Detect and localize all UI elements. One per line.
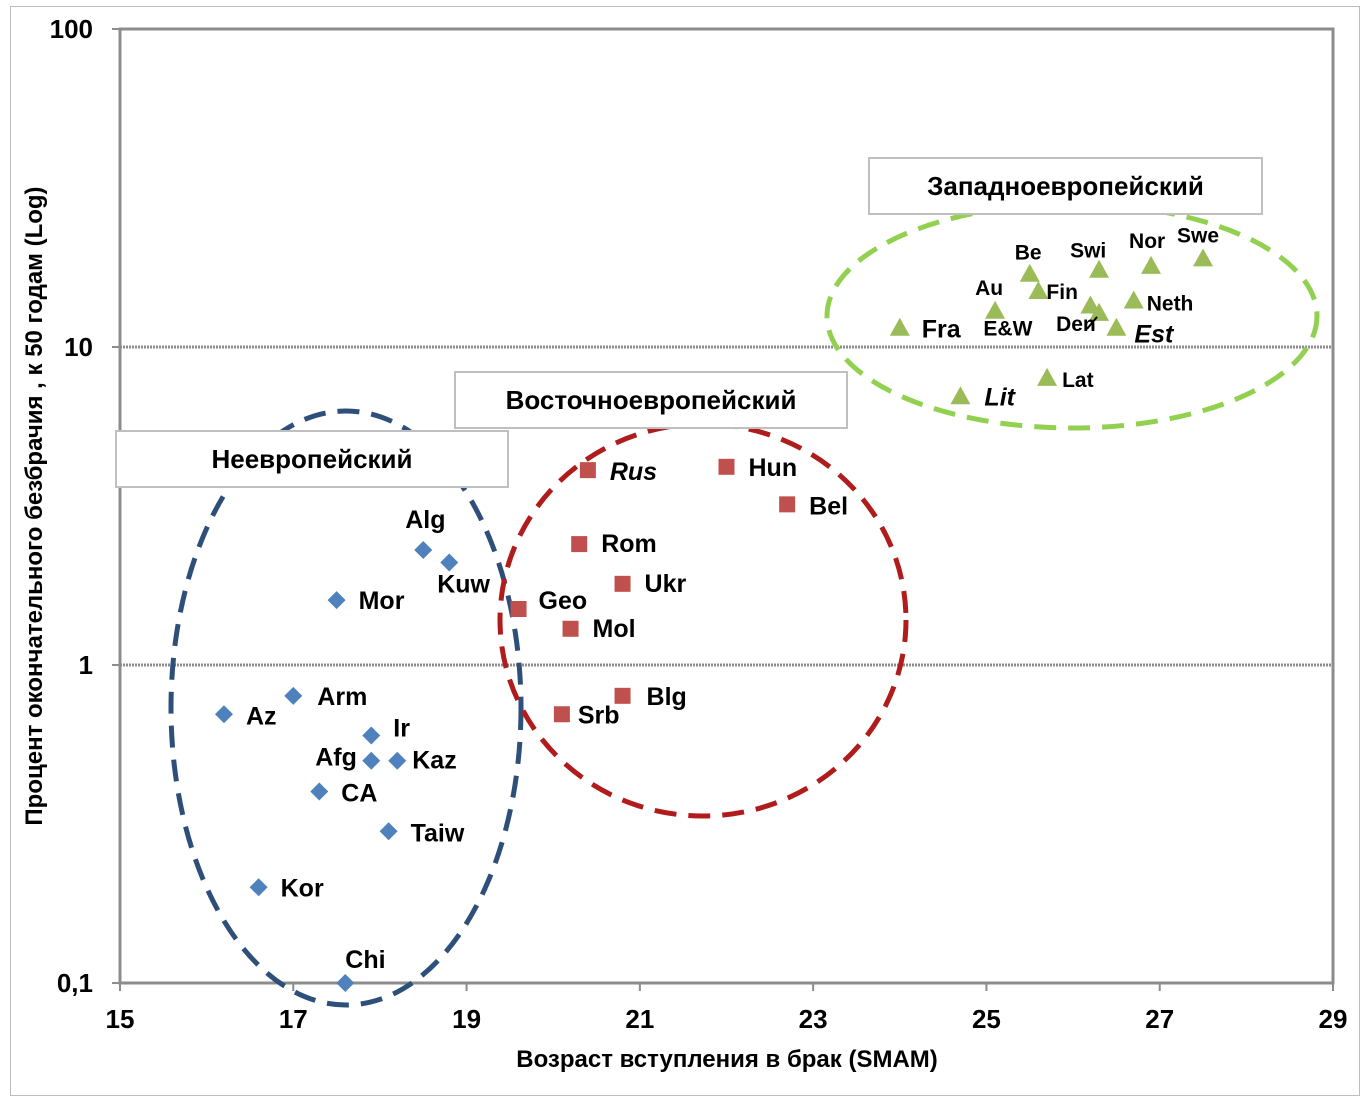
point-alg	[414, 540, 433, 559]
point-kaz	[388, 751, 407, 770]
point-kor	[249, 878, 268, 897]
label-afg: Afg	[315, 744, 357, 772]
point-lat	[1037, 367, 1058, 386]
label-swi: Swi	[1070, 240, 1106, 263]
point-rom	[571, 536, 588, 553]
label-mor: Mor	[359, 587, 405, 615]
group-title: Восточноевропейский	[506, 385, 797, 415]
label-rus: Rus	[610, 458, 657, 486]
point-arm	[284, 686, 303, 705]
axis-ticks: 15 17 19 21 23 25 27 29 0,1 1 10 100	[50, 14, 1348, 1034]
point-ukr	[614, 575, 631, 592]
gridlines	[120, 345, 1333, 667]
x-tick-label: 23	[799, 1004, 828, 1034]
label-rom: Rom	[601, 530, 657, 558]
point-bel	[779, 496, 796, 513]
label-mol: Mol	[593, 615, 636, 643]
group-title-boxes: Неевропейский Восточноевропейский Западное…	[115, 157, 1263, 488]
point-au	[985, 300, 1006, 319]
point-lit	[950, 386, 971, 405]
label-au: Au	[975, 277, 1003, 300]
point-kuw	[440, 553, 459, 572]
label-kor: Kor	[281, 874, 324, 902]
label-fra: Fra	[922, 316, 962, 344]
label-bel: Bel	[809, 492, 848, 520]
label-est: Est	[1134, 321, 1175, 349]
x-tick-label: 19	[452, 1004, 481, 1034]
group-title-box	[454, 371, 848, 429]
point-mol	[562, 620, 579, 637]
label-ew: E&W	[983, 318, 1032, 341]
label-hun: Hun	[749, 454, 798, 482]
point-taiw	[379, 822, 398, 841]
point-fra	[889, 317, 910, 336]
y-tick-label: 1	[79, 650, 93, 680]
label-be: Be	[1015, 242, 1042, 265]
label-fin: Fin	[1046, 281, 1078, 304]
label-neth: Neth	[1147, 293, 1194, 316]
label-den: Den	[1056, 313, 1096, 336]
label-nor: Nor	[1129, 230, 1165, 253]
label-ca: CA	[341, 780, 377, 808]
label-lat: Lat	[1062, 369, 1094, 392]
point-den	[1089, 302, 1110, 321]
chart-frame	[10, 6, 1360, 1096]
point-nor	[1141, 255, 1162, 274]
point-mor	[327, 591, 346, 610]
point-est	[1106, 317, 1127, 336]
group-title: Неевропейский	[211, 444, 412, 474]
label-swe: Swe	[1177, 224, 1219, 247]
label-ukr: Ukr	[645, 570, 687, 598]
point-ir	[362, 726, 381, 745]
y-axis-title: Процент окончательного безбрачия , к 50 …	[21, 186, 48, 825]
point-swi	[1089, 259, 1110, 278]
group-ellipse	[497, 421, 909, 819]
x-tick-label: 15	[106, 1004, 135, 1034]
label-srb: Srb	[578, 701, 620, 729]
point-fin	[1028, 281, 1049, 300]
label-az: Az	[246, 702, 277, 730]
point-swe	[1193, 248, 1214, 267]
x-tick-label: 29	[1319, 1004, 1348, 1034]
group-title: Западноевропейский	[927, 171, 1204, 201]
point-blg	[614, 687, 631, 704]
plot-area	[118, 27, 1335, 985]
x-tick-label: 21	[625, 1004, 654, 1034]
point-hun	[718, 458, 735, 475]
label-ir: Ir	[393, 715, 410, 743]
group-ellipse	[168, 408, 524, 1008]
point-geo	[510, 601, 527, 618]
y-tick-label: 0,1	[57, 968, 93, 998]
point-afg	[362, 751, 381, 770]
label-taiw: Taiw	[411, 819, 465, 847]
data-points	[214, 248, 1214, 992]
group-title-box	[868, 157, 1263, 215]
point-az	[214, 705, 233, 724]
label-arm: Arm	[317, 683, 367, 711]
label-kuw: Kuw	[437, 571, 490, 599]
point-neth	[1123, 290, 1144, 309]
label-chi: Chi	[345, 946, 385, 974]
x-tick-label: 25	[972, 1004, 1001, 1034]
label-lit: Lit	[984, 383, 1016, 411]
y-tick-label: 10	[64, 332, 93, 362]
point-srb	[553, 706, 570, 723]
group-title-box	[115, 430, 509, 488]
x-tick-label: 27	[1145, 1004, 1174, 1034]
point-ew	[1080, 295, 1101, 314]
label-geo: Geo	[539, 587, 588, 615]
label-kaz: Kaz	[412, 747, 456, 775]
label-blg: Blg	[647, 683, 687, 711]
point-rus	[579, 462, 596, 479]
x-axis-title: Возраст вступления в брак (SMAM)	[516, 1046, 938, 1073]
x-tick-label: 17	[279, 1004, 308, 1034]
point-labels: Alg Kuw Mor Az Arm Ir Afg Kaz CA Taiw Kor Chi Rus Hun…	[246, 224, 1219, 974]
point-chi	[336, 974, 355, 992]
point-be	[1019, 263, 1040, 282]
point-ca	[310, 782, 329, 801]
den-pointer	[1086, 316, 1098, 330]
label-alg: Alg	[405, 506, 445, 534]
y-tick-label: 100	[50, 14, 93, 44]
